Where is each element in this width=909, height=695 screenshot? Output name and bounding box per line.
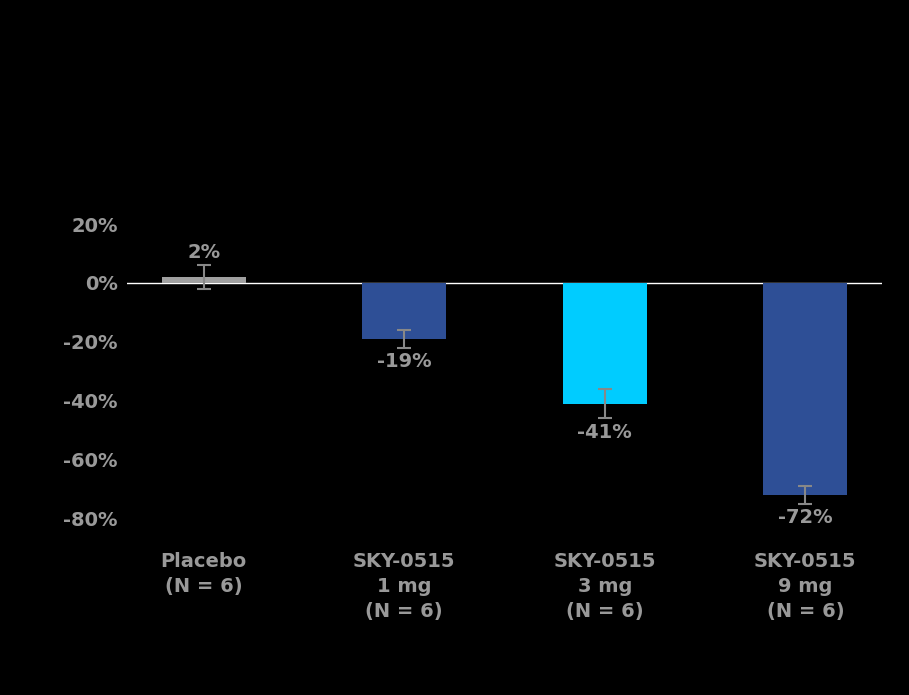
Text: 2%: 2%	[187, 243, 220, 262]
Text: -41%: -41%	[577, 423, 632, 442]
Text: -72%: -72%	[778, 508, 833, 528]
Bar	[764, 283, 847, 495]
Bar	[162, 277, 245, 283]
Bar	[362, 283, 446, 339]
Text: -19%: -19%	[377, 352, 432, 371]
Bar	[563, 283, 647, 404]
